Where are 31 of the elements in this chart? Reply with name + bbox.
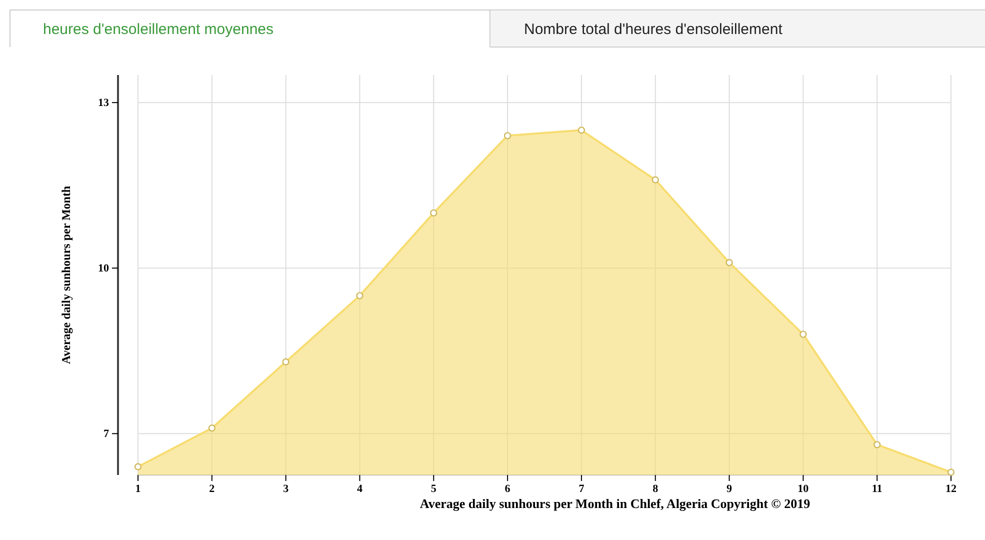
x-tick-label: 3 xyxy=(283,482,290,495)
x-tick-label: 7 xyxy=(578,482,585,495)
x-tick-label: 5 xyxy=(430,482,437,495)
point xyxy=(578,126,586,134)
text: Nombre total d'heures d'ensoleillement xyxy=(524,21,784,38)
y-tick-label: 13 xyxy=(98,97,110,110)
x-tick-label: 1 xyxy=(135,482,141,495)
x-tick-label: 11 xyxy=(872,482,882,495)
point xyxy=(947,468,955,476)
point xyxy=(652,176,659,184)
point xyxy=(282,358,290,366)
x-tick-label: 12 xyxy=(946,482,957,495)
point xyxy=(356,292,364,300)
y-axis-title: Average daily sunhours per Month xyxy=(59,186,73,364)
text: Average daily sunhours per Month in Chlef, Algeria Copyright © 2019 xyxy=(420,496,811,511)
y-tick-label: 10 xyxy=(98,262,110,275)
x-tick-label: 6 xyxy=(504,482,511,495)
x-tick-label: 8 xyxy=(652,482,659,495)
point xyxy=(208,424,216,432)
text: heures d'ensoleillement moyennes xyxy=(43,21,274,38)
x-tick-label: 9 xyxy=(726,482,733,495)
x-tick-label: 4 xyxy=(356,482,363,495)
point xyxy=(134,463,142,470)
point xyxy=(430,209,438,217)
x-tick-label: 2 xyxy=(209,482,216,495)
point xyxy=(874,441,881,448)
point xyxy=(726,259,733,266)
point xyxy=(800,330,807,338)
x-tick-label: 10 xyxy=(798,482,810,495)
point xyxy=(504,132,512,140)
y-tick-label: 7 xyxy=(104,428,110,440)
